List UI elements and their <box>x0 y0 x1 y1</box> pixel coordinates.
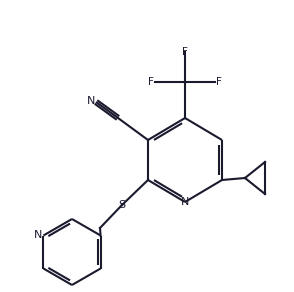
Text: F: F <box>182 47 188 57</box>
Text: S: S <box>118 200 126 210</box>
Text: N: N <box>34 230 43 241</box>
Text: N: N <box>181 197 189 207</box>
Text: F: F <box>216 77 222 87</box>
Text: F: F <box>148 77 154 87</box>
Text: N: N <box>87 96 95 106</box>
